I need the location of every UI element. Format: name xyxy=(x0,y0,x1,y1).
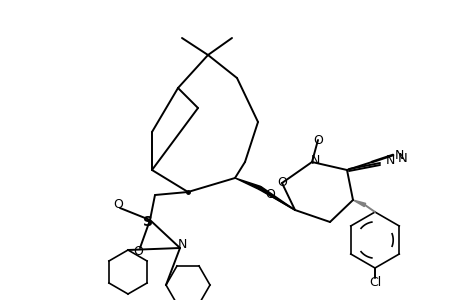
Text: N: N xyxy=(177,238,186,251)
Polygon shape xyxy=(352,200,365,207)
Text: O: O xyxy=(133,245,143,259)
Text: N: N xyxy=(393,148,403,161)
Text: N: N xyxy=(385,154,394,166)
Text: O: O xyxy=(276,176,286,190)
Text: O: O xyxy=(264,188,274,202)
Text: Cl: Cl xyxy=(368,275,381,289)
Text: S: S xyxy=(143,215,153,229)
Polygon shape xyxy=(235,178,260,190)
Text: N: N xyxy=(310,154,319,166)
Text: O: O xyxy=(113,199,123,212)
Polygon shape xyxy=(258,187,294,210)
Text: N: N xyxy=(397,152,407,164)
Text: O: O xyxy=(313,134,322,146)
